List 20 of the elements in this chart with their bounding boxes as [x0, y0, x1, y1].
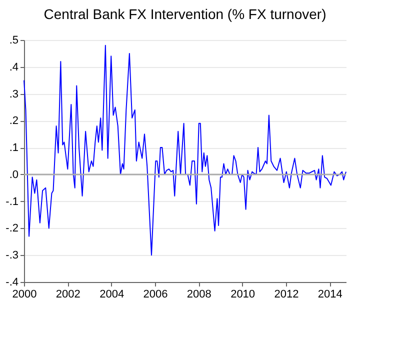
y-tick-label: -.2: [6, 222, 18, 235]
line-series: [24, 44, 346, 256]
y-tick-label: -.1: [6, 196, 18, 208]
y-tick-label: -.4: [6, 276, 18, 288]
y-tick-label: .5: [9, 34, 18, 46]
x-tick-label: 2004: [100, 288, 124, 300]
y-tick-label: .1: [9, 142, 18, 154]
x-tick-label: 2012: [274, 288, 299, 300]
y-tick-label: -.3: [6, 250, 18, 262]
y-tick-label: .4: [9, 61, 18, 74]
y-tick-label: .0: [9, 168, 18, 181]
x-tick-label: 2006: [143, 288, 168, 300]
chart-title: Central Bank FX Intervention (% FX turnover): [44, 6, 326, 22]
y-tick-label: .2: [9, 115, 18, 128]
y-tick-label: .3: [9, 88, 18, 100]
x-tick-label: 2002: [56, 288, 80, 300]
x-tick-label: 2000: [12, 288, 37, 300]
x-tick-label: 2014: [318, 288, 342, 300]
x-tick-label: 2008: [186, 288, 212, 300]
x-tick-label: 2010: [230, 288, 256, 300]
